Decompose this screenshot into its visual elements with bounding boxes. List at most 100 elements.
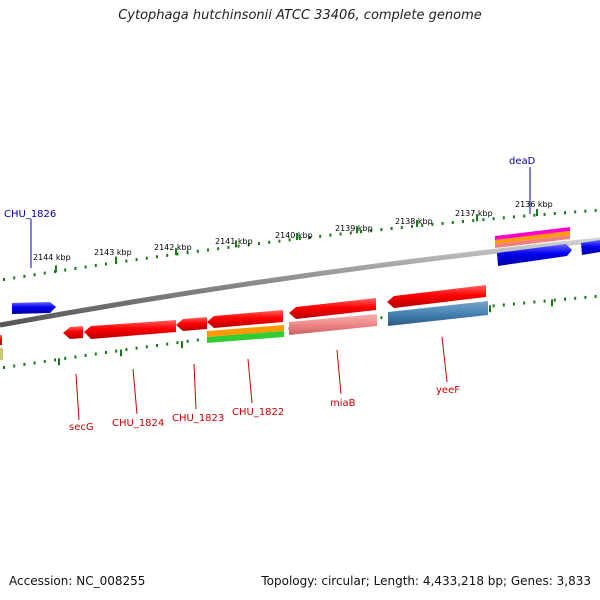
ruler-tick (74, 355, 77, 359)
ruler-tick (186, 251, 189, 255)
ruler-tick (472, 219, 475, 223)
ruler-tick (349, 231, 352, 235)
feature-strip-pink (495, 235, 570, 248)
gene-chu1826[interactable] (12, 302, 56, 314)
ruler-tick (135, 258, 138, 262)
ruler-tick (574, 296, 577, 300)
ruler-tick (176, 341, 179, 345)
ruler-major-tick (181, 341, 183, 349)
gene-miab[interactable] (289, 298, 376, 319)
ruler-tick (115, 349, 118, 353)
leader-line (132, 368, 138, 415)
ruler-major-tick (58, 358, 60, 366)
tick-label: 2141 kbp (215, 237, 253, 246)
ruler-tick (513, 302, 515, 306)
ruler-tick (3, 366, 5, 369)
feature-strip-olive (0, 348, 3, 360)
ruler-major-tick (489, 305, 491, 313)
ruler-tick (94, 264, 97, 267)
gene-dead[interactable] (497, 244, 572, 266)
gene-secg[interactable] (63, 326, 83, 339)
ruler-tick (298, 237, 301, 241)
ruler-major-tick (536, 209, 538, 216)
ruler-tick (492, 217, 495, 221)
ruler-tick (584, 295, 587, 299)
ruler-tick (23, 362, 26, 366)
gene-label-miab: miaB (330, 398, 356, 409)
ruler-tick (166, 342, 169, 346)
ruler-top (3, 208, 597, 281)
ruler-tick (64, 356, 67, 360)
gene-left-edge[interactable] (0, 335, 2, 345)
tick-label: 2144 kbp (33, 253, 71, 262)
ruler-tick (288, 238, 291, 242)
ruler-tick (54, 358, 56, 362)
feature-strip-pink (289, 314, 377, 335)
ruler-tick (43, 271, 46, 275)
ruler-tick (135, 346, 138, 350)
ruler-tick (462, 220, 464, 223)
ruler-tick (105, 351, 107, 354)
ruler-tick (553, 212, 556, 215)
ruler-tick (3, 278, 5, 281)
ruler-tick (268, 240, 271, 244)
gene-chu1822[interactable] (207, 310, 283, 328)
tick-label: 2139 kbp (335, 224, 373, 233)
feature-strip-orange (207, 325, 284, 337)
ruler-tick (594, 208, 597, 212)
topology-text: Topology: circular; Length: 4,433,218 bp… (261, 574, 591, 588)
gene-chu1823[interactable] (176, 317, 207, 331)
accession-text: Accession: NC_008255 (9, 574, 146, 588)
ruler-tick (502, 303, 505, 307)
gene-label-chu1824: CHU_1824 (112, 418, 164, 429)
ruler-tick (513, 215, 515, 219)
ruler-tick (23, 274, 26, 278)
leader-line (247, 358, 253, 404)
ruler-major-tick (416, 219, 418, 227)
ruler-major-tick (476, 214, 478, 222)
gene-chu1824[interactable] (84, 320, 176, 339)
ruler-tick (441, 221, 444, 225)
tick-label: 2143 kbp (94, 248, 132, 257)
ruler-tick (594, 295, 597, 298)
ruler-tick (145, 345, 148, 349)
ruler-tick (502, 216, 505, 220)
ruler-tick (339, 232, 342, 236)
leader-line (75, 373, 80, 421)
ruler-tick (74, 267, 77, 270)
ruler-tick (237, 244, 240, 248)
ruler-tick (227, 245, 230, 249)
gene-right-edge[interactable] (581, 240, 600, 255)
gene-label-yeef: yeeF (436, 385, 460, 396)
ruler-tick (156, 255, 158, 259)
ruler-tick (125, 259, 128, 263)
ruler-tick (523, 301, 526, 305)
ruler-tick (533, 300, 536, 304)
ruler-tick (196, 249, 199, 253)
leader-line (336, 349, 342, 395)
feature-strip-green (207, 331, 284, 343)
feature-strip-magenta (495, 227, 570, 240)
ruler-tick (105, 262, 107, 266)
ruler-tick (156, 343, 158, 347)
ruler-tick (400, 226, 403, 229)
ruler-tick (247, 243, 250, 247)
ruler-tick (166, 253, 169, 257)
ruler-tick (319, 234, 322, 238)
gene-yeef[interactable] (387, 285, 486, 308)
ruler-tick (431, 222, 434, 226)
ruler-tick (33, 361, 36, 365)
ruler-tick (523, 214, 526, 218)
ruler-tick (411, 224, 413, 228)
ruler-tick (329, 233, 332, 237)
ruler-tick (145, 256, 148, 260)
feature-strip-orange (495, 231, 570, 244)
ruler-tick (564, 211, 566, 215)
ruler-tick (533, 213, 536, 217)
ruler-tick (380, 316, 383, 320)
ruler-tick (543, 299, 546, 303)
ruler-tick (196, 338, 199, 342)
ruler-major-tick (296, 233, 298, 240)
gene-label-chu1826: CHU_1826 (4, 209, 56, 220)
